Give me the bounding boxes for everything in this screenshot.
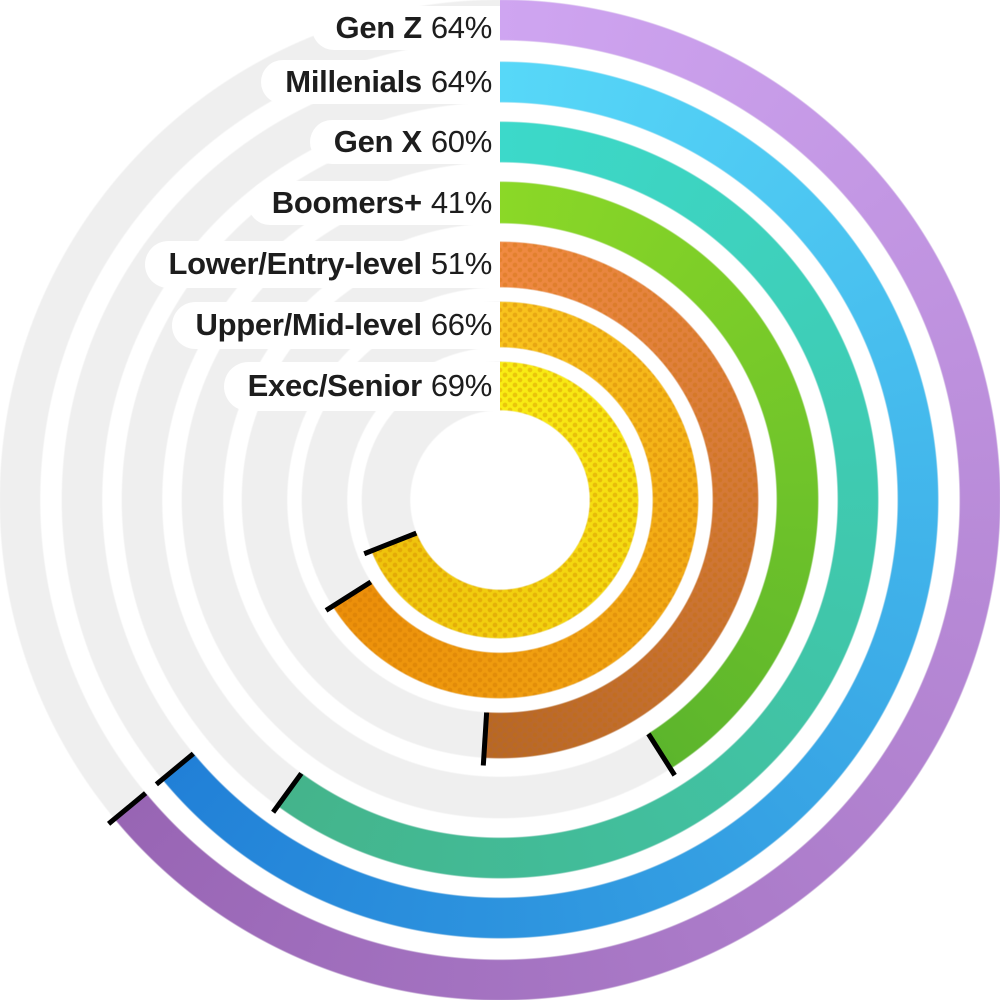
radial-rings-chart: Gen Z64%Millenials64%Gen X60%Boomers+41%…: [0, 0, 1000, 1000]
ring-arc-fill: [0, 0, 1000, 1000]
ring-arc: [0, 0, 1000, 1000]
